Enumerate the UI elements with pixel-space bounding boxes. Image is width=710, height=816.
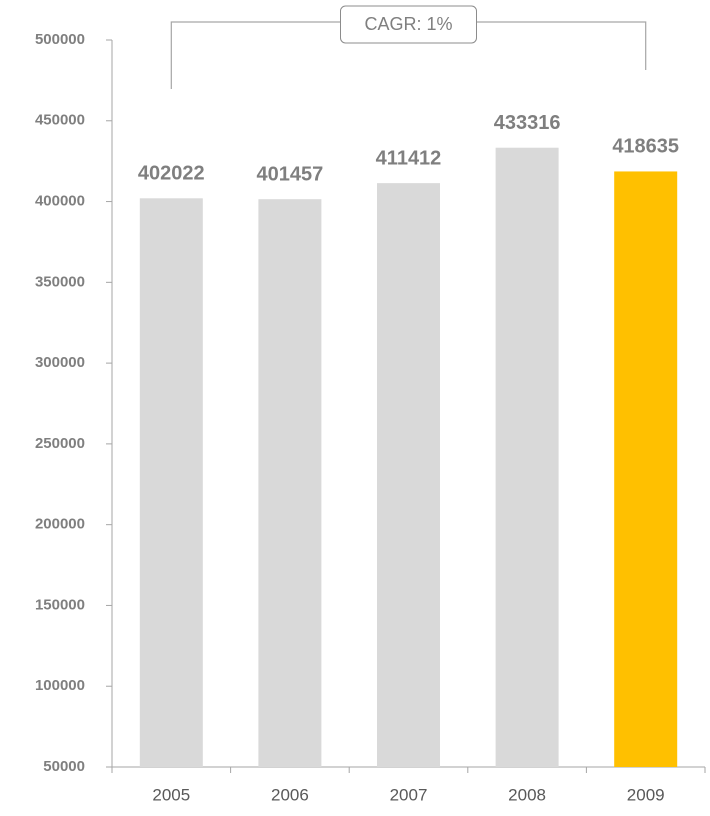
- y-tick-label: 250000: [35, 435, 85, 452]
- x-tick-label: 2007: [390, 785, 428, 804]
- y-tick-label: 500000: [35, 31, 85, 48]
- bar: [258, 199, 322, 768]
- y-tick-label: 100000: [35, 677, 85, 694]
- y-tick-label: 400000: [35, 193, 85, 210]
- y-tick-label: 200000: [35, 516, 85, 533]
- bar: [139, 198, 203, 768]
- data-label: 401457: [257, 163, 324, 185]
- data-label: 433316: [494, 112, 561, 134]
- y-tick-label: 450000: [35, 112, 85, 129]
- bar: [495, 147, 559, 768]
- bar: [377, 183, 440, 767]
- data-label: 418635: [612, 136, 679, 158]
- y-tick-label: 350000: [35, 273, 85, 290]
- x-tick-label: 2006: [271, 785, 309, 804]
- y-tick-label: 300000: [35, 354, 85, 371]
- x-tick-label: 2009: [627, 785, 665, 804]
- data-label: 411412: [376, 147, 442, 169]
- y-tick-label: 50000: [43, 758, 85, 775]
- bar: [614, 171, 678, 767]
- x-tick-label: 2005: [152, 785, 190, 804]
- y-tick-label: 150000: [35, 596, 85, 613]
- data-label: 402022: [138, 163, 205, 185]
- annotation: CAGR: 1%: [364, 14, 452, 34]
- annotation-box: [340, 5, 477, 44]
- x-tick-label: 2008: [508, 785, 546, 804]
